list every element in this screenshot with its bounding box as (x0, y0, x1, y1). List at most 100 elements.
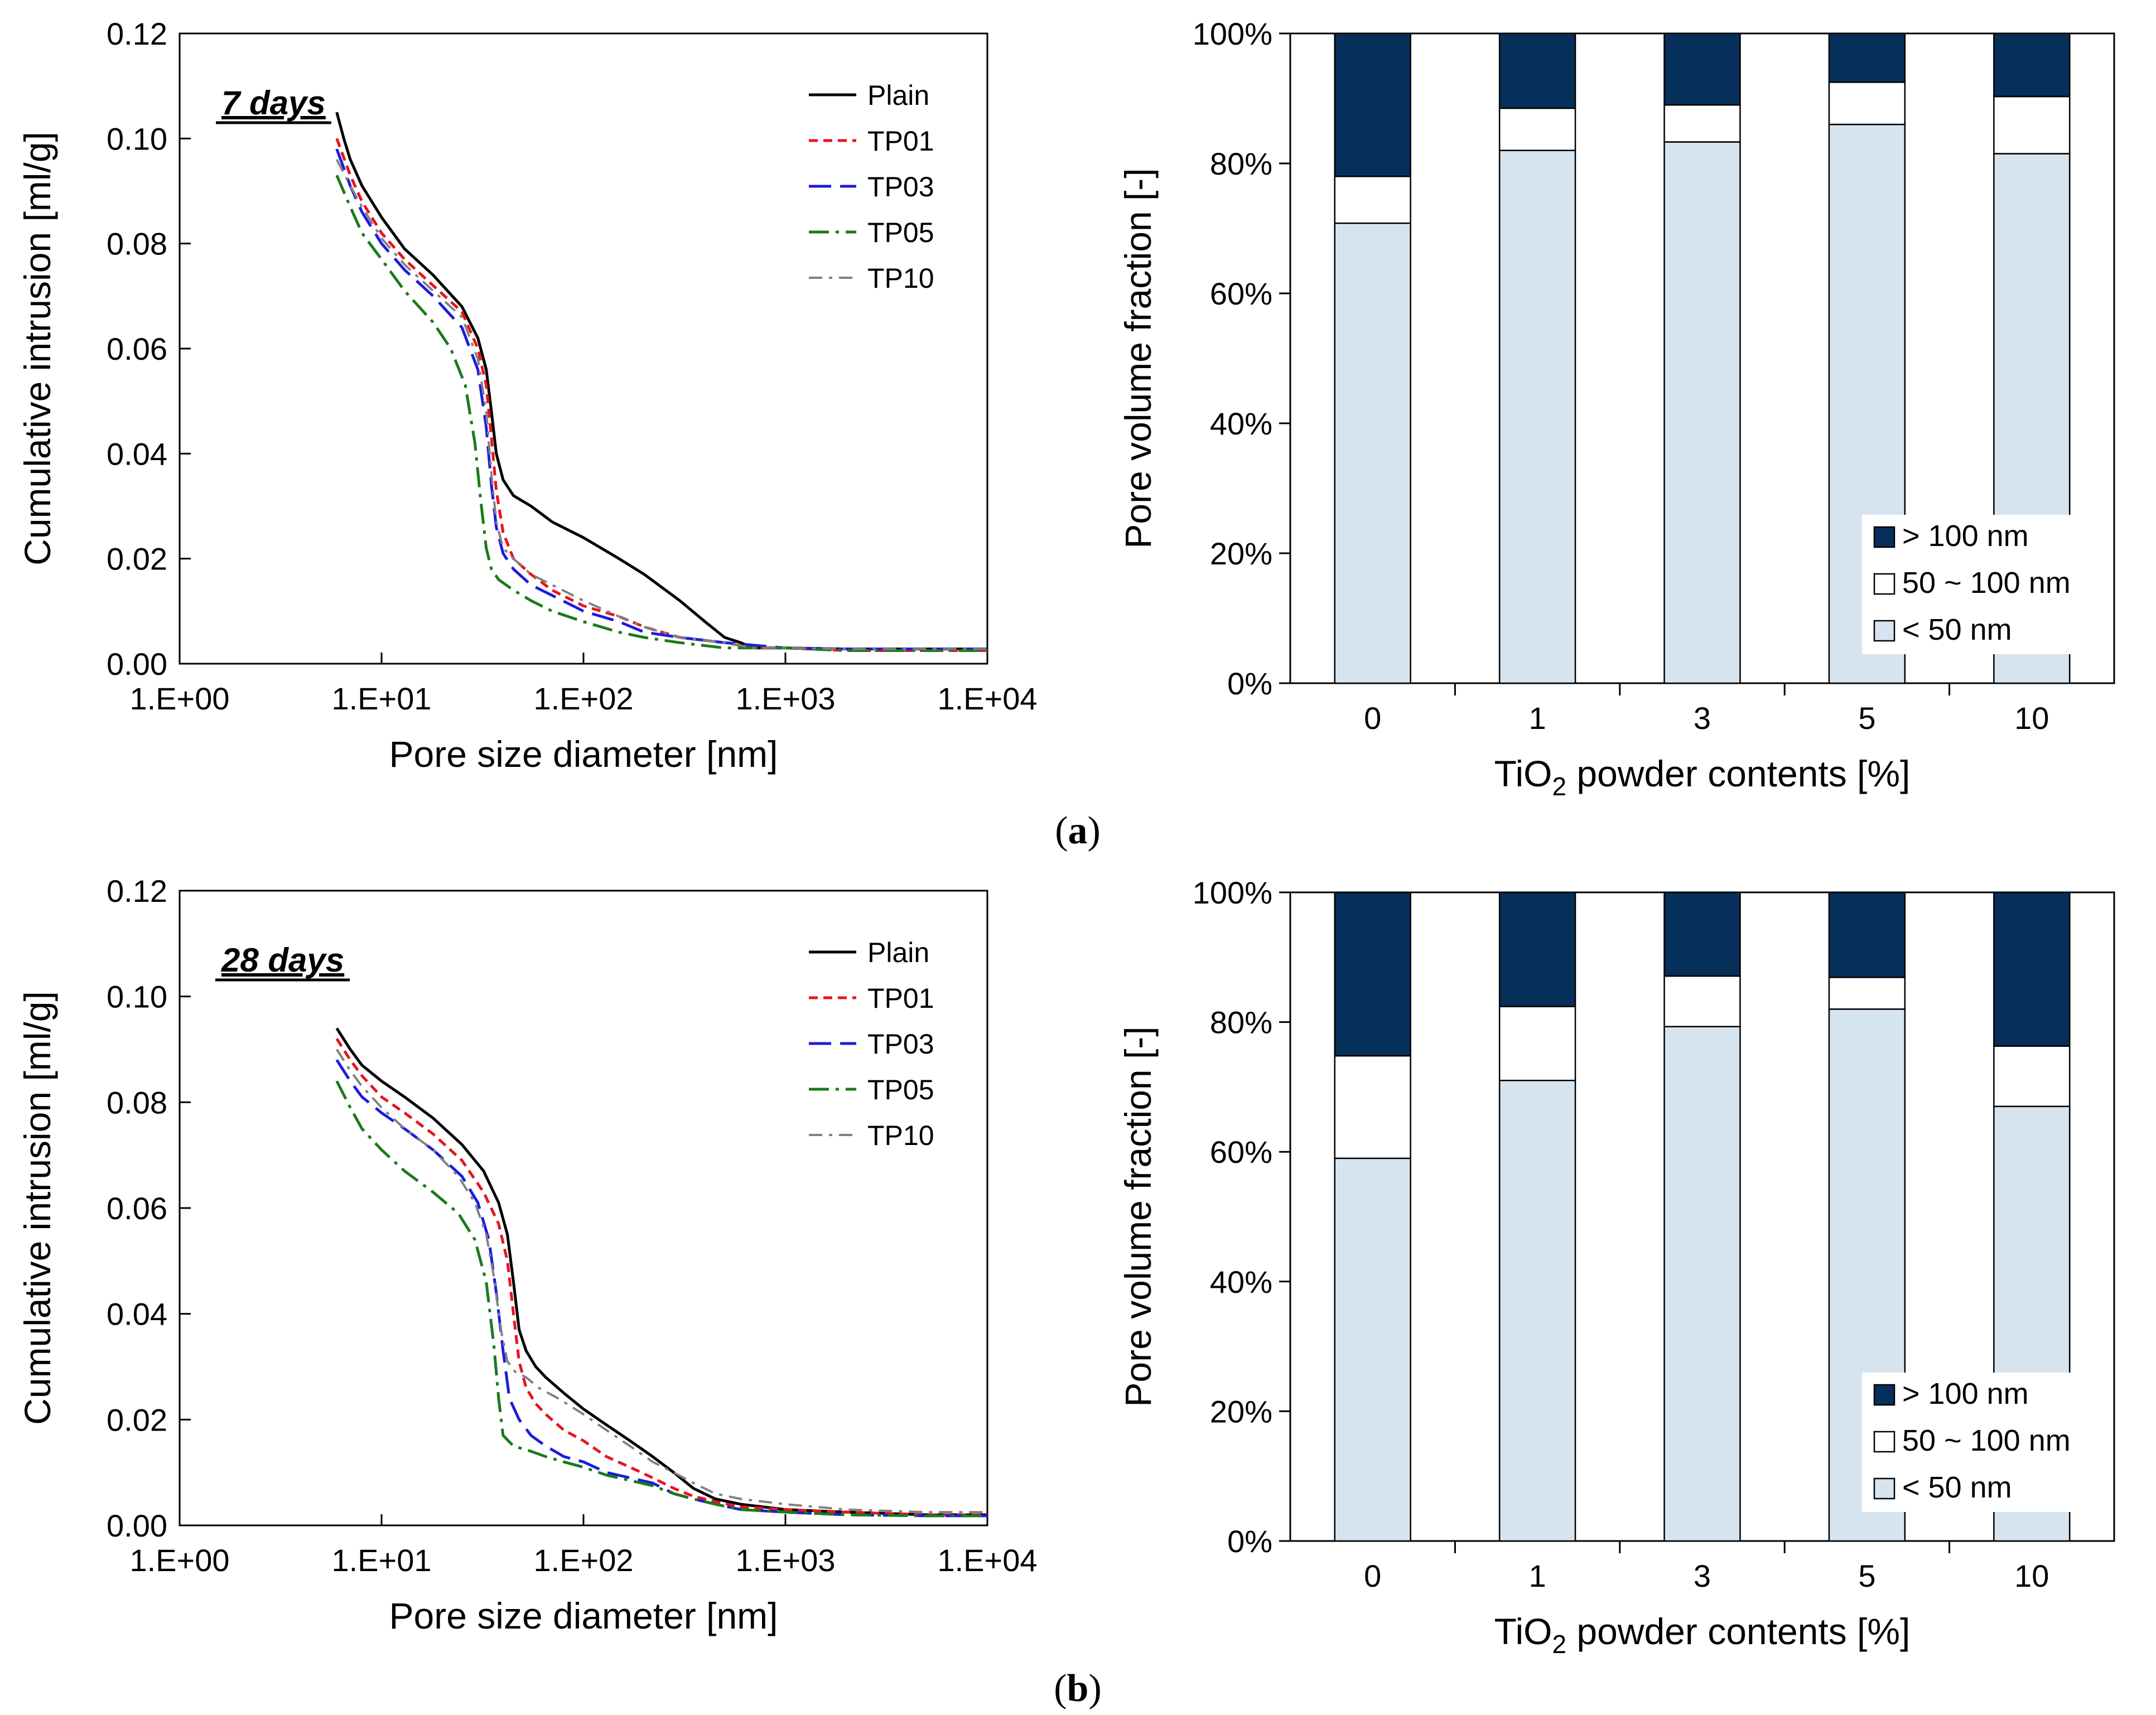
b-line-legend-label-tp03: TP03 (867, 1028, 934, 1060)
b-line-series-tp05 (335, 1080, 987, 1518)
b-bar-bar-10-large (1993, 891, 2071, 1047)
a-bar-legend-box (1862, 515, 2107, 654)
a-line-x-tick-label: 1.E+03 (735, 681, 835, 716)
b-bar-legend-label-medium: 50 ~ 100 nm (1902, 1424, 2071, 1457)
a-line-y-tick-label: 0.04 (107, 436, 167, 471)
a-bar-legend-swatch-medium (1873, 573, 1895, 595)
a-bar-legend-swatch-large (1873, 526, 1895, 548)
a-line-y-tick-label: 0.00 (107, 646, 167, 682)
b-line-x-tick-label: 1.E+00 (129, 1543, 229, 1578)
b-line-y-tick-label: 0.04 (107, 1297, 167, 1332)
a-line-x-tick-label: 1.E+02 (533, 681, 633, 716)
a-line-y-axis-title: Cumulative intrusion [ml/g] (17, 132, 58, 566)
a-line-x-tick-label: 1.E+01 (331, 681, 431, 716)
a-line-y-tick-label: 0.06 (107, 331, 167, 366)
b-bar-bar-0-large (1334, 891, 1411, 1057)
a-bar-bar-3-large (1663, 32, 1741, 106)
a-bar-bar-3-medium (1663, 104, 1741, 143)
b-bar-y-tick-label: 100% (1193, 875, 1272, 910)
b-line-y-tick-label: 0.08 (107, 1085, 167, 1120)
b-bar-bar-0-medium (1334, 1055, 1411, 1160)
a-line-series-tp03 (335, 148, 987, 651)
b-bar-x-axis-title: TiO2 powder contents [%] (1494, 1611, 1911, 1659)
b-bar-bar-3-medium (1663, 975, 1741, 1027)
a-bar-x-tick-label: 5 (1858, 701, 1875, 736)
a-bar-legend-label-medium: 50 ~ 100 nm (1902, 566, 2071, 600)
a-bar-x-tick-label: 0 (1364, 701, 1381, 736)
a-bar-legend-label-large: > 100 nm (1902, 519, 2029, 553)
a-bar-y-tick-label: 80% (1210, 146, 1272, 181)
a-line-series-tp05 (335, 175, 987, 652)
b-line-y-tick-label: 0.02 (107, 1402, 167, 1437)
intrusion-chart-7-days: 1.E+00 1.E+01 1.E+02 1.E+03 1.E+04 0.00 0.02 0.… (17, 16, 1038, 775)
a-bar-bar-3-small (1663, 141, 1741, 684)
a-line-y-tick-label: 0.02 (107, 542, 167, 577)
b-line-series-plain (335, 1027, 987, 1516)
b-bar-x-tick-label: 1 (1529, 1558, 1546, 1593)
b-bar-bar-3-small (1663, 1026, 1741, 1542)
b-line-x-tick-label: 1.E+03 (735, 1543, 835, 1578)
b-line-legend-label-tp05: TP05 (867, 1074, 934, 1105)
b-line-x-axis-title: Pore size diameter [nm] (389, 1595, 778, 1636)
b-bar-legend-label-large: > 100 nm (1902, 1377, 2029, 1410)
b-line-x-tick-label: 1.E+04 (937, 1543, 1037, 1578)
a-line-legend-label-tp10: TP10 (867, 263, 934, 294)
b-line-x-tick-label: 1.E+02 (533, 1543, 633, 1578)
a-bar-y-tick-label: 40% (1210, 406, 1272, 441)
b-line-legend-label-tp01: TP01 (867, 983, 934, 1014)
a-line-legend-label-tp05: TP05 (867, 217, 934, 248)
a-line-x-tick-label: 1.E+00 (129, 681, 229, 716)
a-line-x-tick-label: 1.E+04 (937, 681, 1037, 716)
a-line-legend-label-plain: Plain (867, 80, 929, 111)
a-line-y-tick-label: 0.10 (107, 121, 167, 156)
b-bar-bar-0-small (1334, 1157, 1411, 1542)
b-bar-bar-3-large (1663, 891, 1741, 977)
b-bar-bar-1-large (1498, 891, 1576, 1007)
a-line-series-tp10 (335, 159, 987, 650)
a-bar-y-tick-label: 0% (1227, 666, 1272, 701)
b-bar-y-tick-label: 60% (1210, 1134, 1272, 1170)
b-line-legend-label-plain: Plain (867, 937, 929, 968)
a-line-legend-label-tp01: TP01 (867, 125, 934, 157)
b-line-y-axis-title: Cumulative intrusion [ml/g] (17, 991, 58, 1425)
b-bar-bar-5-medium (1828, 977, 1906, 1010)
a-line-x-axis-title: Pore size diameter [nm] (389, 733, 778, 775)
a-bar-bar-5-large (1828, 32, 1906, 83)
b-line-y-tick-label: 0.06 (107, 1191, 167, 1226)
b-bar-y-axis-title: Pore volume fraction [-] (1117, 1026, 1159, 1407)
a-bar-y-tick-label: 20% (1210, 536, 1272, 571)
pore-fraction-chart-a: 0 1 3 5 100%20%40%60%80%100%TiO2 powder cont… (1117, 16, 2115, 801)
a-bar-legend-swatch-small (1873, 620, 1895, 642)
pore-fraction-chart-b: 0 1 3 5 100%20%40%60%80%100%TiO2 powder cont… (1117, 875, 2115, 1659)
a-bar-bar-0-large (1334, 32, 1411, 177)
b-line-legend-label-tp10: TP10 (867, 1120, 934, 1151)
b-bar-x-tick-label: 3 (1694, 1558, 1711, 1593)
b-line-series-tp10 (336, 1049, 987, 1514)
a-line-y-tick-label: 0.08 (107, 226, 167, 262)
a-bar-bar-1-large (1498, 32, 1576, 109)
a-bar-y-tick-label: 60% (1210, 276, 1272, 311)
b-bar-x-tick-label: 0 (1364, 1558, 1381, 1593)
a-line-period-label: 7 days (221, 84, 326, 122)
b-line-x-tick-label: 1.E+01 (331, 1543, 431, 1578)
a-bar-x-axis-title: TiO2 powder contents [%] (1494, 753, 1911, 801)
a-bar-bar-0-medium (1334, 176, 1411, 224)
b-line-y-tick-label: 0.12 (107, 873, 167, 909)
b-line-y-tick-label: 0.10 (107, 979, 167, 1014)
b-bar-bar-5-large (1828, 891, 1906, 978)
a-bar-legend-label-small: < 50 nm (1902, 613, 2012, 646)
b-line-period-label: 28 days (221, 941, 344, 979)
b-bar-y-tick-label: 20% (1210, 1394, 1272, 1429)
b-bar-y-tick-label: 40% (1210, 1264, 1272, 1299)
a-bar-bar-0-small (1334, 222, 1411, 684)
a-bar-bar-10-large (1993, 32, 2071, 98)
b-bar-y-tick-label: 80% (1210, 1005, 1272, 1040)
b-bar-legend-label-small: < 50 nm (1902, 1471, 2012, 1504)
b-bar-x-tick-label: 10 (2014, 1558, 2049, 1593)
a-bar-y-tick-label: 100% (1193, 16, 1272, 51)
b-bar-y-tick-label: 0% (1227, 1524, 1272, 1559)
b-bar-legend-swatch-small (1873, 1477, 1895, 1500)
intrusion-chart-28-days: 1.E+00 1.E+01 1.E+02 1.E+03 1.E+04 0.00 0.02 0.… (17, 873, 1038, 1636)
a-bar-bar-10-medium (1993, 95, 2071, 154)
